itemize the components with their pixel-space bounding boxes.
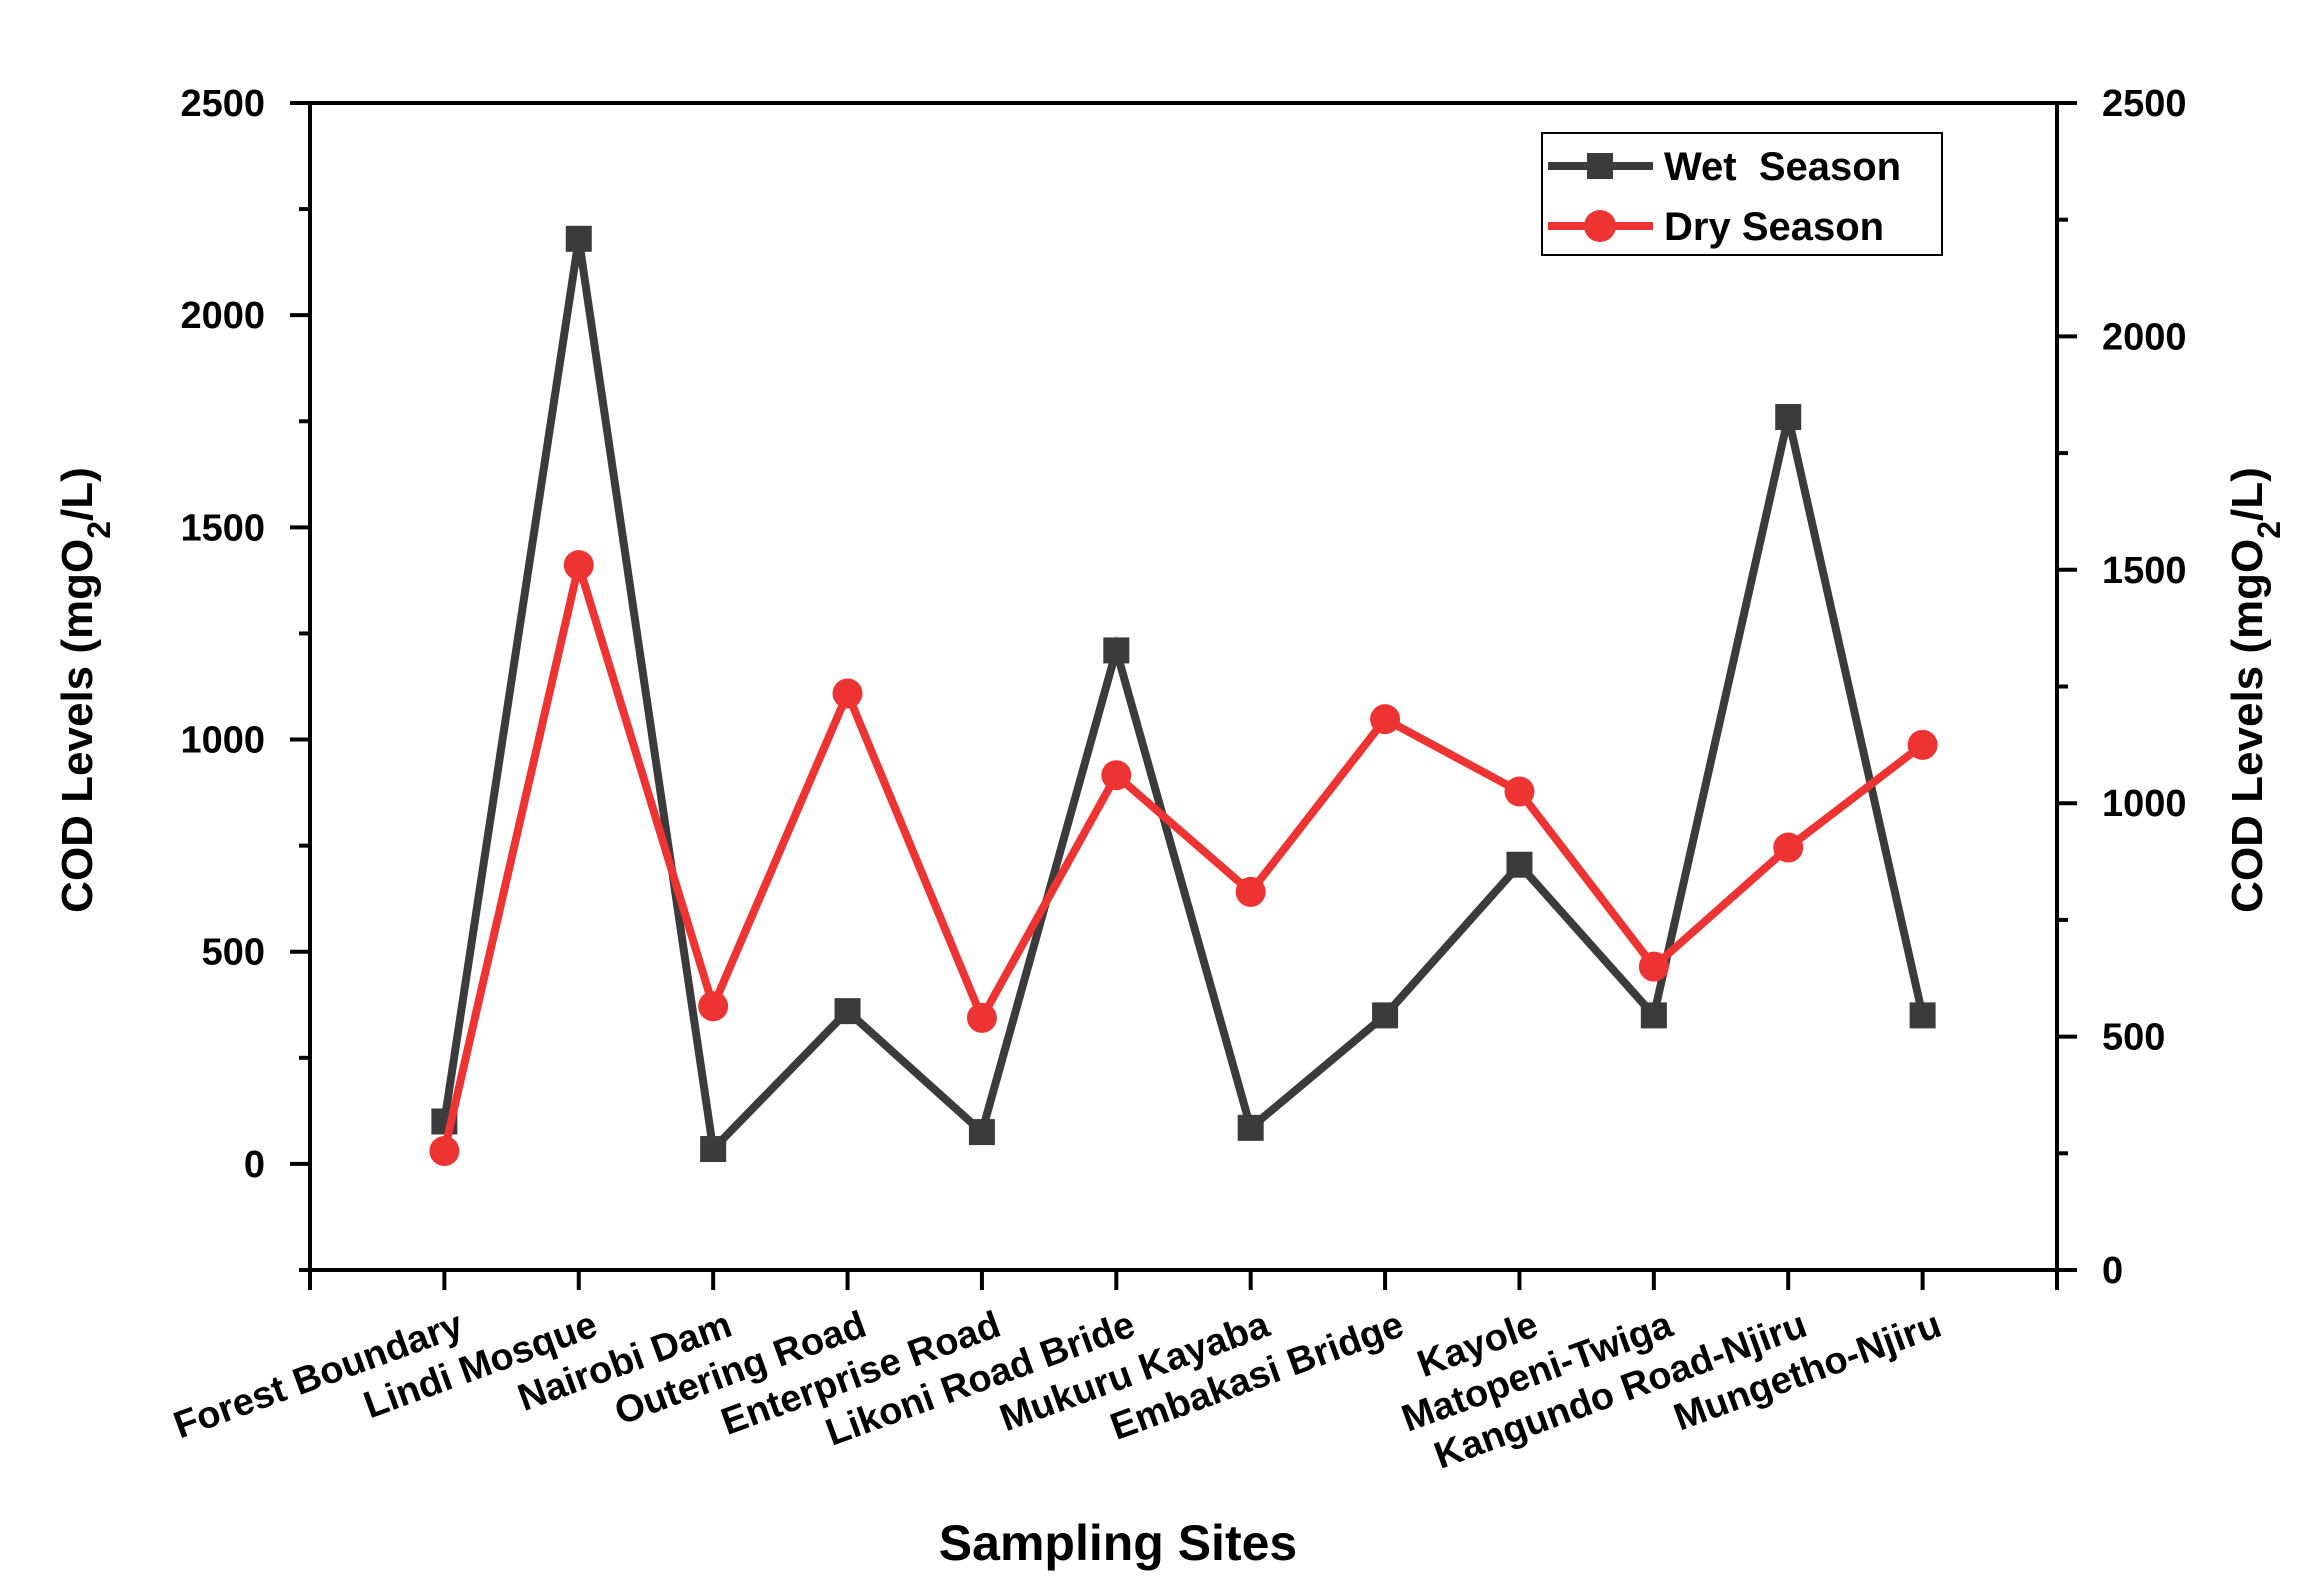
right-tick-label-1500: 1500 bbox=[2102, 550, 2187, 592]
right-tick-label-1000: 1000 bbox=[2102, 783, 2187, 825]
legend-wet-marker bbox=[1587, 153, 1613, 179]
dry-season-point-lindi-mosque bbox=[563, 550, 594, 581]
x-axis-title: Sampling Sites bbox=[939, 1515, 1297, 1571]
left-axis-title-post: /L) bbox=[53, 467, 102, 521]
right-axis-title-sub: 2 bbox=[2251, 521, 2287, 539]
wet-season-point-outering-road bbox=[834, 998, 861, 1025]
wet-season-point-kayole bbox=[1506, 851, 1533, 878]
wet-season-point-kangundo-road-njiru bbox=[1775, 404, 1802, 431]
dry-season-point-embakasi-bridge bbox=[1370, 704, 1401, 735]
legend: Wet Season Dry Season bbox=[1541, 132, 1943, 256]
right-tick-label-500: 500 bbox=[2102, 1017, 2165, 1059]
wet-season-line bbox=[440, 238, 1927, 1158]
dry-season-point-mungetho-njiru bbox=[1907, 729, 1938, 760]
right-axis-title-post: /L) bbox=[2223, 467, 2272, 521]
right-axis-ticks: 0 500 1000 1500 2000 2500 bbox=[2057, 83, 2187, 1292]
legend-wet-label: Wet Season bbox=[1664, 145, 1901, 189]
dry-season-point-likoni-road-bride bbox=[1101, 760, 1132, 791]
right-tick-label-2000: 2000 bbox=[2102, 316, 2187, 358]
left-axis-ticks: 0 500 1000 1500 2000 2500 bbox=[180, 83, 310, 1272]
wet-season-point-embakasi-bridge bbox=[1372, 1002, 1399, 1029]
left-axis-title-pre: COD Levels (mgO bbox=[53, 539, 102, 913]
right-axis-title: COD Levels (mgO2/L) bbox=[2223, 467, 2287, 913]
dry-season-point-outering-road bbox=[832, 678, 863, 709]
series-layer bbox=[429, 225, 1938, 1166]
wet-season-point-lindi-mosque bbox=[565, 225, 592, 252]
wet-season-point-matopeni-twiga bbox=[1640, 1002, 1667, 1029]
wet-season-point-nairobi-dam bbox=[700, 1136, 727, 1163]
dry-season-point-kayole bbox=[1504, 776, 1535, 807]
left-tick-label-0: 0 bbox=[244, 1144, 265, 1186]
dry-season-line bbox=[440, 549, 1926, 1152]
dry-season-point-enterprise-road bbox=[966, 1002, 997, 1033]
wet-season-point-mukuru-kayaba bbox=[1237, 1114, 1264, 1141]
right-tick-label-0: 0 bbox=[2102, 1250, 2123, 1292]
right-tick-label-2500: 2500 bbox=[2102, 83, 2187, 125]
wet-season-point-likoni-road-bride bbox=[1103, 637, 1130, 664]
dry-season-point-forest-boundary bbox=[429, 1135, 460, 1166]
left-axis-title-sub: 2 bbox=[81, 521, 117, 539]
left-axis-title: COD Levels (mgO2/L) bbox=[53, 467, 117, 913]
wet-season-point-enterprise-road bbox=[968, 1119, 995, 1146]
dry-season-point-matopeni-twiga bbox=[1638, 951, 1669, 982]
left-tick-label-1000: 1000 bbox=[180, 720, 265, 762]
left-tick-label-1500: 1500 bbox=[180, 507, 265, 549]
left-tick-label-2500: 2500 bbox=[180, 83, 265, 125]
left-tick-label-500: 500 bbox=[202, 932, 265, 974]
dry-season-point-mukuru-kayaba bbox=[1235, 876, 1266, 907]
legend-dry-label: Dry Season bbox=[1664, 205, 1884, 249]
left-tick-label-2000: 2000 bbox=[180, 295, 265, 337]
wet-season-point-mungetho-njiru bbox=[1909, 1002, 1936, 1029]
dry-season-point-nairobi-dam bbox=[698, 991, 729, 1022]
dry-season-point-kangundo-road-njiru bbox=[1773, 832, 1804, 863]
right-axis-title-pre: COD Levels (mgO bbox=[2223, 539, 2272, 913]
legend-dry-marker bbox=[1584, 210, 1616, 242]
